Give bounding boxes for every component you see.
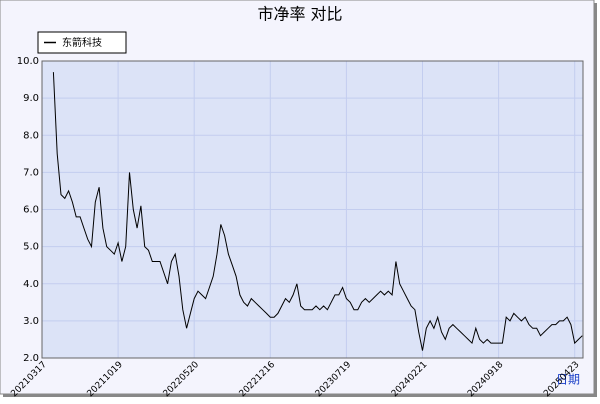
chart-title: 市净率 对比 xyxy=(257,5,342,24)
y-tick-label: 4.0 xyxy=(23,279,39,290)
plot-border xyxy=(41,60,584,359)
y-tick-label: 5.0 xyxy=(23,242,39,253)
legend-label: 东箭科技 xyxy=(62,36,102,49)
y-tick-label: 2.0 xyxy=(23,353,39,364)
y-tick-label: 8.0 xyxy=(23,130,39,141)
y-tick-label: 7.0 xyxy=(23,167,39,178)
y-tick-label: 6.0 xyxy=(23,205,39,216)
series-line xyxy=(52,72,583,351)
y-tick-label: 3.0 xyxy=(23,316,39,327)
y-tick-label: 10.0 xyxy=(17,56,39,67)
legend xyxy=(37,31,127,54)
x-axis-label: 日期 xyxy=(556,373,580,387)
y-tick-label: 9.0 xyxy=(23,93,39,104)
